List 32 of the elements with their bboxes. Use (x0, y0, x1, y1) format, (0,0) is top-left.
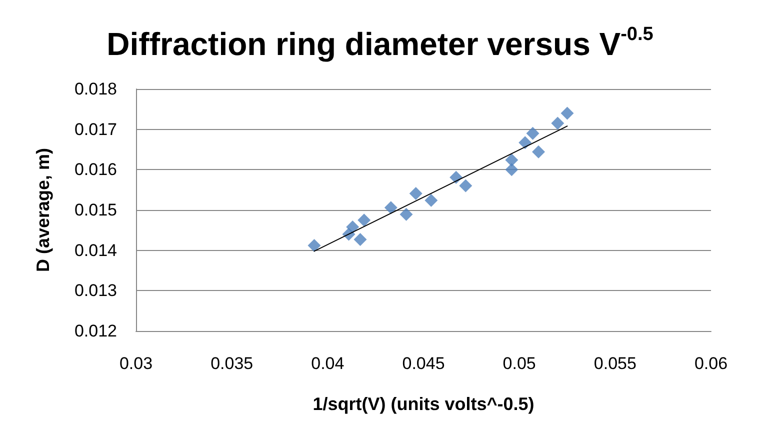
x-tick-label: 0.04 (311, 354, 344, 373)
point (459, 179, 472, 192)
y-tick-label: 0.014 (74, 240, 117, 260)
point (358, 214, 371, 227)
point (384, 201, 398, 214)
y-tick-label: 0.018 (74, 80, 117, 98)
x-tick-label: 0.045 (402, 354, 445, 373)
y-tick-label: 0.017 (74, 120, 117, 139)
point (354, 232, 367, 246)
x-tick-label: 0.03 (119, 354, 153, 373)
point (526, 126, 540, 140)
point (505, 163, 518, 176)
y-tick-label: 0.012 (74, 322, 117, 340)
y-tick-label: 0.015 (74, 200, 117, 220)
x-axis-title: 1/sqrt(V) (units volts^-0.5) (312, 394, 534, 414)
point (560, 106, 574, 120)
x-tick-label: 0.035 (210, 354, 254, 373)
point (551, 116, 564, 130)
point (424, 194, 438, 207)
y-tick-label: 0.016 (74, 160, 117, 180)
x-tick-label: 0.05 (502, 354, 536, 373)
y-tick-label: 0.013 (74, 281, 117, 300)
point (346, 220, 360, 234)
point (409, 186, 422, 200)
x-tick-label: 0.055 (594, 354, 636, 373)
point (532, 145, 545, 158)
x-tick-label: 0.06 (694, 354, 728, 373)
point (400, 208, 413, 221)
point (308, 238, 321, 252)
point (505, 153, 518, 166)
point (518, 136, 532, 150)
y-axis-title: D (average, m) (33, 148, 53, 272)
